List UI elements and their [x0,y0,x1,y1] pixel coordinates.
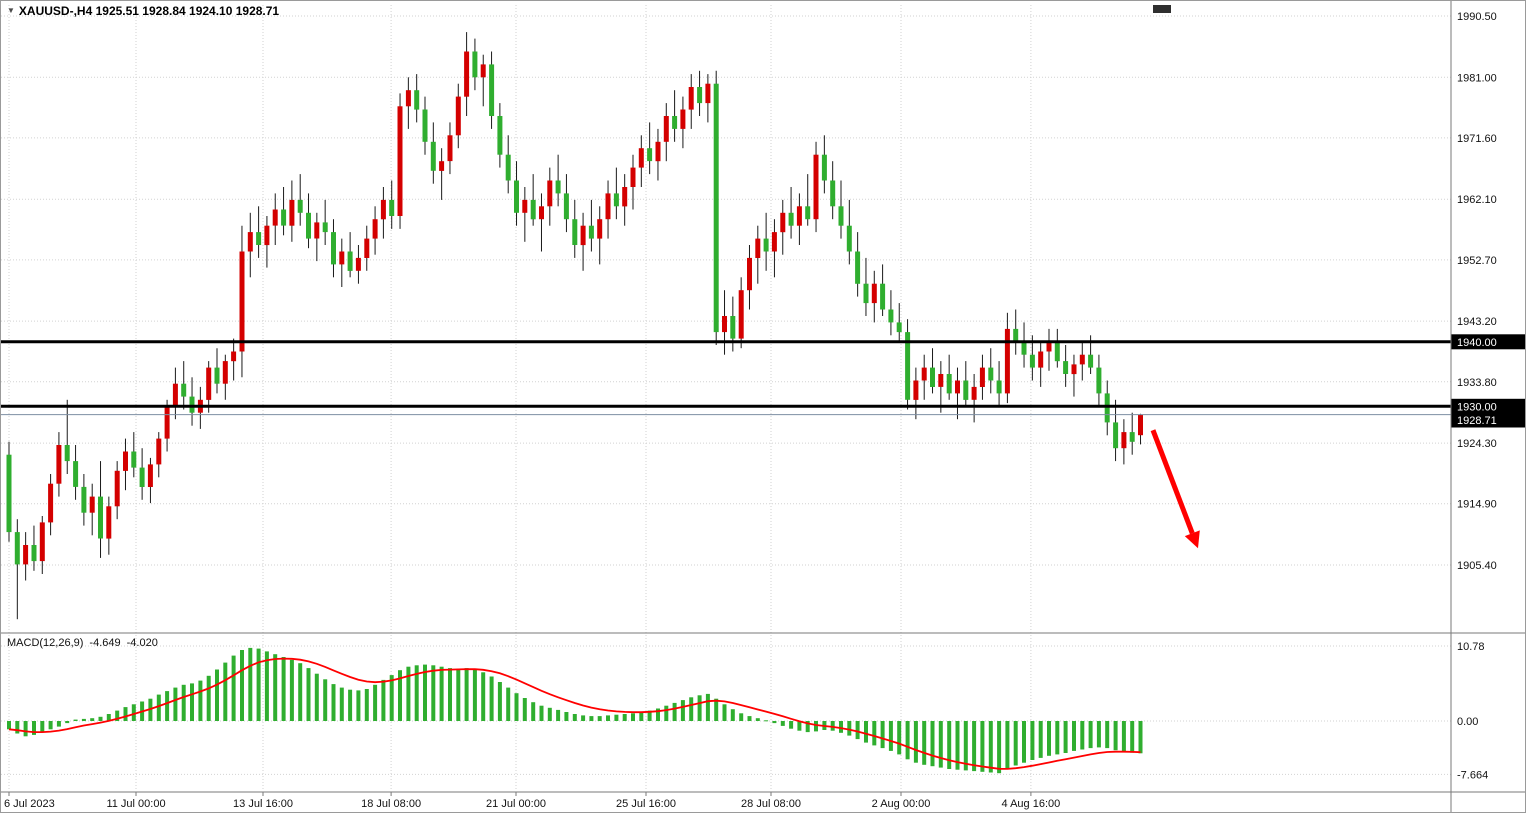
price-tick-label: 1990.50 [1457,11,1497,23]
macd-tick-label: -7.664 [1457,769,1488,781]
grid-lines [1,5,1451,791]
symbol-header: ▼ XAUUSD-,H4 1925.51 1928.84 1924.10 1928… [7,4,279,18]
price-tick-label: 1962.10 [1457,194,1497,206]
time-tick-label: 6 Jul 2023 [4,798,55,810]
time-tick-label: 21 Jul 00:00 [486,798,546,810]
macd-signal-value: -4.020 [126,637,158,649]
time-tick-label: 11 Jul 00:00 [106,798,165,810]
time-axis[interactable]: 6 Jul 2023 11 Jul 00:00 13 Jul 16:00 18 Jul… [4,792,1060,810]
price-tick-label: 1914.90 [1457,499,1497,511]
svg-text:1940.00: 1940.00 [1457,337,1497,349]
time-tick-label: 25 Jul 16:00 [616,798,676,810]
price-tick-label: 1924.30 [1457,438,1497,450]
macd-tick-label: 10.78 [1457,641,1485,653]
price-axis[interactable]: 1990.50 1981.00 1971.60 1962.10 1952.70 1943.… [1457,11,1497,572]
price-tick-label: 1971.60 [1457,133,1497,145]
candles [6,32,1143,620]
macd-histogram [7,647,1143,774]
bid-price-tag: 1928.71 [1451,412,1525,428]
macd-main-value: -4.649 [89,637,121,649]
price-tick-label: 1933.80 [1457,377,1497,389]
symbol-dropdown-icon[interactable]: ▼ [7,6,15,15]
macd-signal-line [8,657,1141,770]
price-tick-label: 1981.00 [1457,72,1497,84]
support-resistance-lines[interactable] [1,340,1451,408]
macd-axis[interactable]: 10.78 0.00 -7.664 [1457,641,1488,781]
price-tag-1940.00: 1940.00 [1451,334,1525,350]
trend-arrow[interactable] [1150,429,1200,549]
price-tag-1930.00: 1930.00 [1451,398,1525,414]
time-tick-label: 2 Aug 00:00 [872,798,931,810]
price-tick-label: 1943.20 [1457,316,1497,328]
svg-text:1930.00: 1930.00 [1457,401,1497,413]
time-tick-label: 4 Aug 16:00 [1002,798,1061,810]
macd-title: MACD(12,26,9) [7,637,84,649]
symbol-ohlc-text: XAUUSD-,H4 1925.51 1928.84 1924.10 1928.… [18,4,280,18]
chart-shift-marker[interactable] [1153,5,1171,13]
macd-indicator-label: MACD(12,26,9) -4.649 -4.020 [7,637,164,649]
price-tick-label: 1952.70 [1457,255,1497,267]
time-tick-label: 13 Jul 16:00 [233,798,293,810]
time-tick-label: 28 Jul 08:00 [741,798,801,810]
svg-text:1928.71: 1928.71 [1457,415,1497,427]
macd-tick-label: 0.00 [1457,716,1478,728]
price-tick-label: 1905.40 [1457,560,1497,572]
time-tick-label: 18 Jul 08:00 [361,798,421,810]
